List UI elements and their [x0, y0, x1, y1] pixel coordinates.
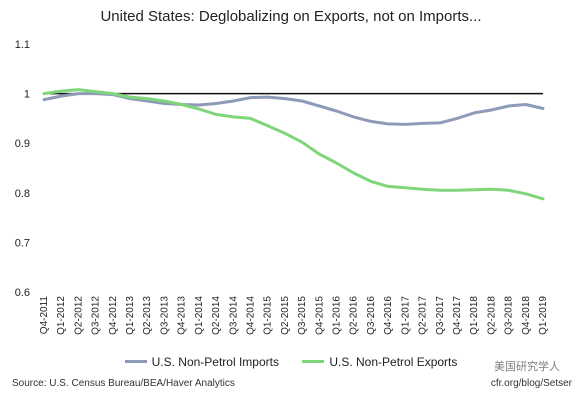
y-tick-label: 1 — [24, 89, 30, 101]
x-tick-label: Q1-2016 — [332, 296, 343, 335]
x-tick-label: Q3-2014 — [228, 296, 239, 335]
x-tick-label: Q1-2019 — [538, 296, 549, 335]
x-tick-label: Q3-2015 — [297, 296, 308, 335]
x-tick-label: Q1-2012 — [56, 296, 67, 335]
x-tick-label: Q1-2017 — [400, 296, 411, 335]
x-tick-label: Q2-2018 — [486, 296, 497, 335]
x-tick-label: Q2-2014 — [211, 296, 222, 335]
x-tick-label: Q1-2013 — [125, 296, 136, 335]
legend-label-exports: U.S. Non-Petrol Exports — [329, 354, 458, 369]
x-tick-label: Q2-2016 — [349, 296, 360, 335]
x-tick-label: Q2-2013 — [142, 296, 153, 335]
x-tick-label: Q3-2016 — [366, 296, 377, 335]
legend-swatch-imports — [124, 360, 147, 363]
chart-title: United States: Deglobalizing on Exports,… — [100, 8, 482, 25]
y-tick-label: 0.9 — [15, 138, 30, 150]
watermark: 美国研究学人 — [494, 361, 560, 373]
x-tick-label: Q1-2014 — [194, 296, 205, 335]
credit-note: cfr.org/blog/Setser — [490, 378, 572, 389]
series-line-exports — [42, 88, 545, 201]
x-tick-label: Q4-2014 — [245, 296, 256, 335]
x-tick-label: Q3-2018 — [504, 296, 515, 335]
y-tick-label: 0.7 — [15, 237, 30, 249]
x-tick-label: Q2-2015 — [280, 296, 291, 335]
x-tick-label: Q4-2018 — [521, 296, 532, 335]
y-tick-label: 0.8 — [15, 188, 30, 200]
legend-item-exports: U.S. Non-Petrol Exports — [302, 355, 457, 369]
x-tick-label: Q3-2017 — [435, 296, 446, 335]
y-tick-label: 0.6 — [15, 287, 30, 299]
x-tick-label: Q4-2013 — [177, 296, 188, 335]
x-tick-label: Q1-2018 — [469, 296, 480, 335]
series-line-imports — [42, 92, 545, 126]
x-tick-label: Q4-2016 — [383, 296, 394, 335]
x-tick-label: Q3-2012 — [91, 296, 102, 335]
x-tick-label: Q4-2017 — [452, 296, 463, 335]
x-tick-label: Q4-2012 — [108, 296, 119, 335]
legend-item-imports: U.S. Non-Petrol Imports — [124, 354, 279, 369]
x-tick-label: Q2-2012 — [73, 296, 84, 335]
source-note: Source: U.S. Census Bureau/BEA/Haver Ana… — [12, 378, 235, 389]
x-tick-label: Q2-2017 — [418, 296, 429, 335]
legend: U.S. Non-Petrol Imports U.S. Non-Petrol … — [0, 352, 582, 369]
legend-swatch-exports — [302, 360, 325, 363]
x-tick-label: Q3-2013 — [159, 296, 170, 335]
x-tick-label: Q4-2015 — [314, 296, 325, 335]
x-tick-label: Q1-2015 — [263, 296, 274, 335]
x-tick-label: Q4-2011 — [39, 296, 50, 335]
y-tick-label: 1.1 — [15, 39, 30, 51]
legend-label-imports: U.S. Non-Petrol Imports — [151, 354, 279, 369]
